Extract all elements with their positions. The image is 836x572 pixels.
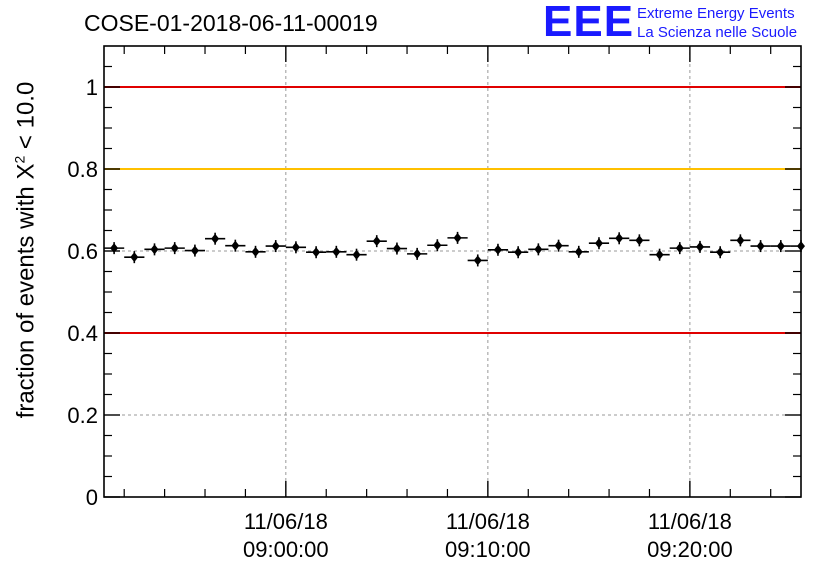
y-tick-label: 1: [86, 75, 98, 100]
data-point: [588, 237, 610, 250]
data-point: [790, 240, 805, 253]
point-marker: [211, 233, 220, 244]
data-point: [609, 232, 630, 245]
point-marker: [130, 252, 139, 263]
data-point: [245, 245, 266, 258]
data-point: [508, 246, 529, 259]
data-point: [104, 242, 125, 255]
point-marker: [675, 243, 684, 254]
x-tick-time: 09:00:00: [243, 537, 329, 562]
data-point: [164, 242, 185, 255]
point-marker: [574, 246, 583, 257]
point-marker: [231, 240, 240, 251]
logo-line-2: La Scienza nelle Scuole: [637, 24, 798, 41]
data-point: [528, 243, 549, 256]
data-point: [306, 246, 327, 259]
data-point: [326, 245, 347, 258]
data-point: [568, 245, 589, 258]
point-marker: [554, 240, 563, 251]
point-marker: [291, 242, 300, 253]
data-point: [750, 240, 771, 253]
data-point: [427, 239, 448, 252]
point-marker: [392, 243, 401, 254]
data-point: [285, 241, 307, 254]
point-marker: [756, 241, 765, 252]
point-marker: [332, 246, 341, 257]
data-point: [629, 234, 650, 247]
data-point: [669, 242, 690, 255]
data-point: [710, 246, 731, 259]
point-marker: [312, 247, 321, 258]
point-marker: [716, 247, 725, 258]
y-tick-label: 0: [86, 485, 98, 510]
point-marker: [170, 243, 179, 254]
point-marker: [615, 233, 624, 244]
axes: 0 0.2 0.4 0.6 0.8 1 11/06/18 09:00:00 11/06/18 09…: [67, 46, 801, 562]
x-tick-time: 09:10:00: [445, 537, 531, 562]
data-point: [225, 239, 246, 252]
point-marker: [534, 244, 543, 255]
point-marker: [635, 235, 644, 246]
point-marker: [413, 248, 422, 259]
data-point: [649, 248, 670, 261]
logo-mark: EEE: [543, 0, 635, 46]
data-point: [205, 232, 226, 245]
point-marker: [776, 241, 785, 252]
point-marker: [493, 244, 502, 255]
plot-frame: [103, 45, 802, 498]
grid: [104, 46, 801, 497]
logo-line-1: Extreme Energy Events: [637, 5, 795, 22]
point-marker: [150, 244, 159, 255]
point-marker: [433, 240, 442, 251]
data-point: [346, 248, 367, 261]
point-marker: [695, 241, 704, 252]
y-tick-label: 0.4: [67, 321, 98, 346]
run-title: COSE-01-2018-06-11-00019: [84, 10, 378, 36]
data-points: [104, 231, 805, 267]
y-tick-label: 0.6: [67, 239, 98, 264]
point-marker: [736, 235, 745, 246]
y-tick-label: 0.2: [67, 403, 98, 428]
point-marker: [352, 249, 361, 260]
data-point: [144, 243, 165, 256]
eee-logo: EEE Extreme Energy Events La Scienza nel…: [543, 0, 833, 46]
point-marker: [594, 238, 603, 249]
point-marker: [190, 245, 199, 256]
x-tick-date: 11/06/18: [244, 509, 328, 534]
data-point: [184, 244, 206, 257]
data-point: [124, 251, 145, 264]
x-tick-date: 11/06/18: [648, 509, 732, 534]
data-point: [467, 254, 488, 267]
data-point: [770, 240, 791, 253]
point-marker: [453, 232, 462, 243]
data-point: [366, 235, 387, 248]
data-point: [487, 243, 509, 256]
data-point: [689, 240, 711, 253]
point-marker: [514, 247, 523, 258]
point-marker: [473, 255, 482, 266]
data-point: [447, 231, 468, 244]
data-point: [548, 239, 569, 252]
data-point: [730, 234, 751, 247]
x-tick-date: 11/06/18: [446, 509, 530, 534]
data-point: [265, 240, 286, 253]
point-marker: [372, 236, 381, 247]
y-tick-label: 0.8: [67, 157, 98, 182]
point-marker: [271, 241, 280, 252]
reference-lines: [104, 86, 801, 334]
point-marker: [251, 246, 260, 257]
point-marker: [655, 249, 664, 260]
data-point: [386, 242, 408, 255]
x-tick-time: 09:20:00: [647, 537, 733, 562]
data-point: [407, 247, 428, 260]
